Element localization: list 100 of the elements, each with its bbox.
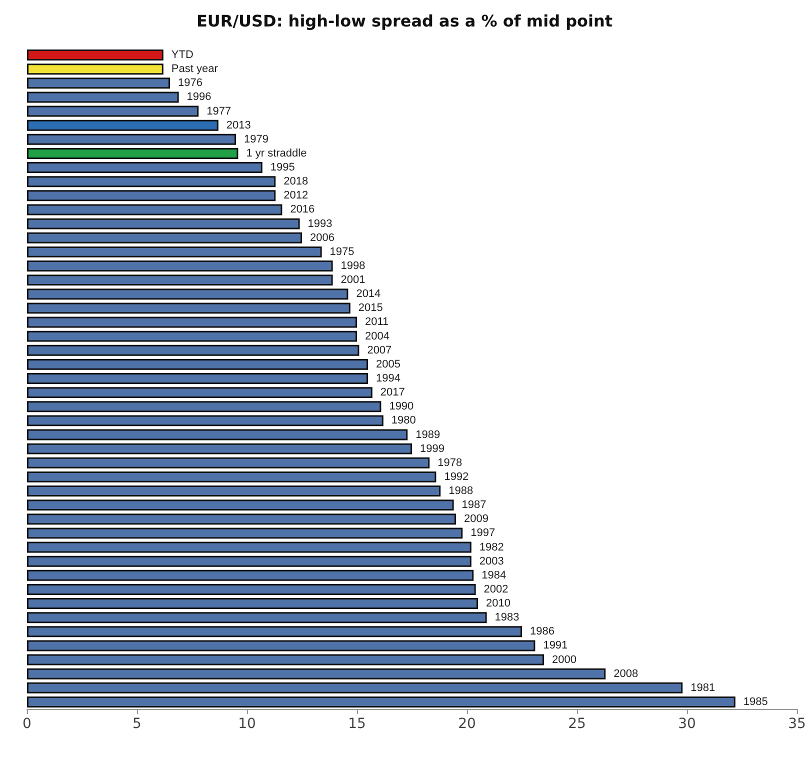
- bar: [27, 612, 487, 624]
- y-tick-label: 1978: [438, 456, 462, 469]
- y-tick-label: 1987: [462, 499, 486, 512]
- x-tick-label: 5: [132, 716, 142, 732]
- bar: [27, 486, 441, 496]
- bar: [27, 92, 179, 103]
- y-tick-label: 1989: [416, 428, 440, 441]
- y-tick-label: 2003: [479, 555, 504, 568]
- x-tick-label: 25: [568, 716, 586, 732]
- bar: [27, 429, 408, 440]
- y-tick-label: 1976: [178, 77, 202, 90]
- y-tick-label: 2006: [310, 232, 334, 244]
- bar: [27, 640, 536, 652]
- y-tick-label: 1997: [470, 527, 496, 540]
- x-tick-label: 30: [678, 716, 696, 732]
- bar: [27, 584, 476, 595]
- y-tick-label: 1975: [330, 246, 354, 258]
- y-tick-label: 2018: [284, 176, 308, 188]
- y-tick-label: 2008: [614, 668, 638, 680]
- bar: [27, 344, 360, 356]
- y-tick-label: 1994: [376, 372, 400, 384]
- y-tick-label: 1986: [530, 626, 554, 638]
- y-tick-label: 1992: [444, 470, 469, 483]
- x-tick-label: 20: [458, 716, 476, 732]
- bar: [27, 78, 170, 89]
- y-tick-label: 1999: [420, 442, 444, 455]
- y-tick-label: 2001: [340, 274, 366, 286]
- y-tick-label: Past year: [171, 63, 218, 76]
- bar: [27, 570, 474, 581]
- y-tick-label: 2009: [464, 513, 488, 526]
- bar: [27, 682, 683, 694]
- y-tick-label: 1990: [389, 400, 414, 413]
- y-tick-label: YTD: [171, 49, 194, 62]
- chart-title: EUR/USD: high-low spread as a % of mid point: [196, 12, 613, 30]
- y-tick-label: 1984: [482, 569, 506, 582]
- y-tick-label: 2002: [484, 583, 508, 596]
- bar: [27, 190, 276, 202]
- bar: [27, 556, 472, 567]
- bar: [27, 288, 348, 300]
- y-tick-label: 1977: [206, 105, 232, 118]
- bar: [27, 528, 463, 539]
- bar: [27, 654, 544, 666]
- bar: [27, 668, 606, 680]
- y-tick-label: 1 yr straddle: [246, 147, 307, 160]
- y-tick-label: 2017: [380, 386, 405, 399]
- bar: [27, 120, 218, 131]
- bar: [27, 542, 472, 553]
- y-tick-label: 2007: [367, 344, 392, 356]
- bar: [27, 500, 454, 511]
- bar: [27, 106, 199, 117]
- bar: [27, 176, 276, 188]
- bar: [27, 316, 357, 328]
- y-tick-label: 2000: [552, 654, 576, 666]
- x-tick-label: 35: [788, 716, 806, 732]
- bar: [27, 401, 382, 412]
- y-tick-label: 1985: [743, 696, 768, 708]
- y-tick-label: 1979: [244, 133, 268, 146]
- y-tick-label: 1982: [479, 541, 504, 554]
- bar: [27, 260, 333, 272]
- y-tick-label: 2011: [365, 316, 389, 328]
- bar: [27, 598, 478, 610]
- bar: [27, 443, 412, 454]
- bar: [27, 134, 236, 145]
- bar: [27, 232, 302, 244]
- bar: [27, 358, 368, 370]
- y-tick-label: 1995: [270, 162, 295, 174]
- y-tick-label: 1998: [340, 260, 366, 272]
- bar: [27, 64, 164, 75]
- y-tick-label: 1991: [543, 640, 568, 652]
- x-tick-label: 0: [22, 716, 32, 732]
- bar: [27, 302, 350, 314]
- bar: [27, 50, 164, 61]
- y-tick-label: 1983: [494, 612, 520, 624]
- bar: [27, 696, 736, 708]
- y-tick-label: 2012: [284, 190, 308, 202]
- bar: [27, 246, 322, 258]
- bar: [27, 514, 456, 525]
- bar: [27, 204, 282, 216]
- y-tick-label: 1993: [308, 218, 332, 230]
- bar: [27, 457, 430, 468]
- y-tick-label: 2010: [486, 598, 510, 610]
- y-tick-label: 2015: [358, 302, 383, 314]
- y-tick-label: 1981: [690, 682, 716, 694]
- y-tick-label: 1980: [391, 414, 416, 427]
- bar: [27, 415, 384, 426]
- y-tick-label: 1996: [186, 91, 212, 104]
- x-tick-label: 10: [238, 716, 256, 732]
- y-tick-label: 1988: [448, 485, 474, 498]
- bar: [27, 148, 238, 159]
- bar: [27, 330, 357, 342]
- bar: [27, 626, 522, 638]
- bar: [27, 162, 262, 174]
- y-tick-label: 2014: [356, 288, 381, 300]
- x-tick-label: 15: [348, 716, 366, 732]
- y-tick-label: 2004: [365, 330, 390, 342]
- bar: [27, 471, 436, 482]
- bar: [27, 373, 368, 384]
- bar: [27, 387, 372, 398]
- y-tick-label: 2013: [226, 119, 251, 132]
- y-tick-label: 2016: [290, 204, 315, 216]
